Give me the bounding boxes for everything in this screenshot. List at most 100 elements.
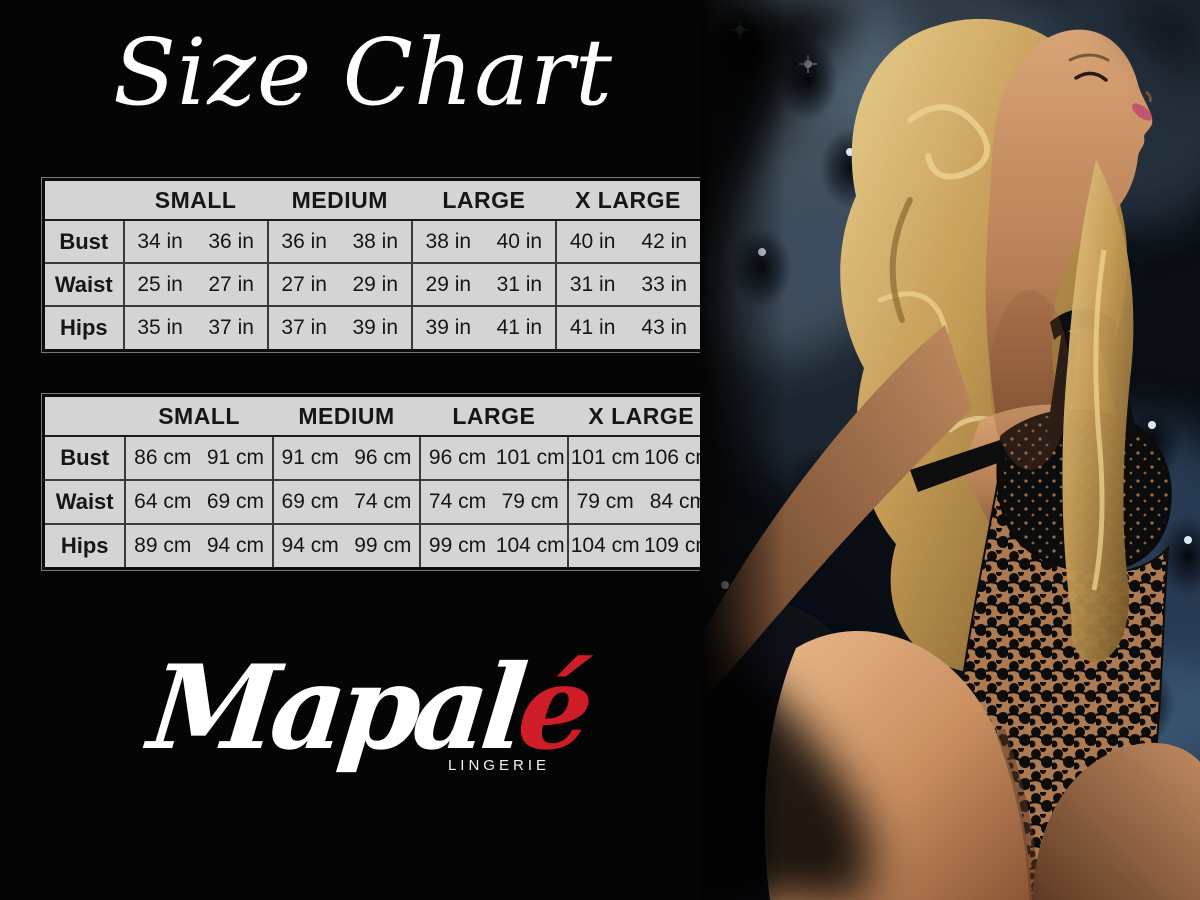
table-row: Hips 89 cm 94 cm 94 cm 99 cm 99 cm 104 cm 104 c… xyxy=(43,522,717,569)
measurement-value: 74 cm xyxy=(428,489,487,513)
measurement-cell: 37 in 39 in xyxy=(266,305,413,351)
table-row: Bust 34 in 36 in 36 in 38 in 38 in 40 in 40 in 4… xyxy=(43,218,702,265)
table-header-row: SMALL MEDIUM LARGE X LARGE xyxy=(43,395,717,437)
measurement-value: 43 in xyxy=(641,316,687,340)
measurement-cell: 79 cm 84 cm xyxy=(566,478,717,525)
measurement-cell: 64 cm 69 cm xyxy=(124,478,274,525)
measurement-cell: 74 cm 79 cm xyxy=(419,478,569,525)
measurement-value: 94 cm xyxy=(281,533,339,557)
measurement-value: 79 cm xyxy=(576,489,634,513)
column-header: X LARGE xyxy=(555,179,702,221)
measurement-value: 31 in xyxy=(496,272,543,296)
measurement-value: 36 in xyxy=(208,229,254,253)
measurement-cell: 36 in 38 in xyxy=(266,218,413,265)
table-header-row: SMALL MEDIUM LARGE X LARGE xyxy=(43,179,702,221)
column-header: MEDIUM xyxy=(272,395,421,437)
corner-cell xyxy=(43,179,124,221)
measurement-value: 36 in xyxy=(281,229,327,253)
measurement-value: 40 in xyxy=(496,229,543,253)
measurement-value: 104 cm xyxy=(570,533,640,557)
table-body: Bust 34 in 36 in 36 in 38 in 38 in 40 in 40 in 4… xyxy=(43,218,702,351)
size-table-centimeters: SMALL MEDIUM LARGE X LARGE Bust 86 cm 91 cm 91… xyxy=(42,394,718,570)
measurement-value: 39 in xyxy=(352,316,399,340)
table-row: Bust 86 cm 91 cm 91 cm 96 cm 96 cm 101 cm 101 c… xyxy=(43,435,717,481)
measurement-value: 104 cm xyxy=(495,533,565,557)
column-header: LARGE xyxy=(411,179,556,221)
brand-tagline: LINGERIE xyxy=(447,757,550,775)
measurement-value: 33 in xyxy=(641,272,687,296)
measurement-value: 37 in xyxy=(281,316,327,340)
measurement-value: 40 in xyxy=(569,229,616,253)
measurement-value: 99 cm xyxy=(354,533,412,557)
measurement-value: 39 in xyxy=(425,316,472,340)
measurement-value: 37 in xyxy=(208,316,254,340)
row-label: Waist xyxy=(43,262,125,308)
measurement-value: 96 cm xyxy=(354,445,412,469)
model-face-neck xyxy=(985,29,1153,446)
measurement-value: 38 in xyxy=(352,229,399,253)
row-label: Waist xyxy=(43,478,127,525)
measurement-value: 74 cm xyxy=(354,489,412,513)
size-table-centimeters-table: SMALL MEDIUM LARGE X LARGE Bust 86 cm 91 cm 91… xyxy=(42,394,718,570)
measurement-value: 27 in xyxy=(281,272,327,296)
measurement-cell: 94 cm 99 cm xyxy=(271,522,422,569)
measurement-value: 94 cm xyxy=(206,533,265,557)
corner-vignettes xyxy=(700,0,1200,900)
lips xyxy=(1131,103,1153,121)
measurement-cell: 104 cm 109 cm xyxy=(566,522,717,569)
nose-line xyxy=(1145,90,1152,103)
face-details xyxy=(990,53,1153,470)
measurement-cell: 40 in 42 in xyxy=(554,218,702,265)
size-table-inches-table: SMALL MEDIUM LARGE X LARGE Bust 34 in 36 in 36… xyxy=(42,178,703,352)
row-label: Hips xyxy=(43,305,125,351)
measurement-cell: 38 in 40 in xyxy=(410,218,557,265)
column-header: SMALL xyxy=(123,179,268,221)
model-photo-illustration xyxy=(610,0,1200,900)
eyebrow xyxy=(1068,53,1110,62)
measurement-value: 27 in xyxy=(208,272,254,296)
measurement-cell: 86 cm 91 cm xyxy=(124,435,274,481)
measurement-value: 64 cm xyxy=(134,489,192,513)
hair-front-highlight xyxy=(1091,249,1107,591)
table-row: Waist 64 cm 69 cm 69 cm 74 cm 74 cm 79 cm 79 cm… xyxy=(43,478,717,525)
measurement-value: 96 cm xyxy=(428,445,487,469)
measurement-value: 79 cm xyxy=(501,489,559,513)
measurement-value: 91 cm xyxy=(206,445,265,469)
column-header: LARGE xyxy=(420,395,568,437)
measurement-value: 31 in xyxy=(569,272,616,296)
measurement-cell: 91 cm 96 cm xyxy=(271,435,422,481)
measurement-value: 41 in xyxy=(569,316,616,340)
measurement-value: 35 in xyxy=(137,316,183,340)
measurement-value: 25 in xyxy=(137,272,183,296)
table-body: Bust 86 cm 91 cm 91 cm 96 cm 96 cm 101 cm 101 c… xyxy=(43,435,717,569)
measurement-cell: 25 in 27 in xyxy=(122,262,269,308)
measurement-value: 106 cm xyxy=(643,445,713,469)
measurement-value: 99 cm xyxy=(428,533,487,557)
table-row: Waist 25 in 27 in 27 in 29 in 29 in 31 in 31 in… xyxy=(43,262,702,308)
measurement-cell: 89 cm 94 cm xyxy=(124,522,274,569)
measurement-cell: 27 in 29 in xyxy=(266,262,413,308)
measurement-value: 109 cm xyxy=(643,533,713,557)
measurement-cell: 96 cm 101 cm xyxy=(419,435,569,481)
leg-shadow-line xyxy=(995,728,1039,900)
measurement-cell: 35 in 37 in xyxy=(122,305,269,351)
model-photo xyxy=(610,0,1200,900)
measurement-cell: 99 cm 104 cm xyxy=(419,522,569,569)
column-header: SMALL xyxy=(125,395,273,437)
measurement-value: 38 in xyxy=(425,229,472,253)
table-row: Hips 35 in 37 in 37 in 39 in 39 in 41 in 41 in 4… xyxy=(43,305,702,351)
brand-logo: Mapalé LINGERIE xyxy=(128,640,608,776)
brand-name-accent: é xyxy=(511,640,594,776)
brand-name: Mapalé xyxy=(121,640,615,776)
measurement-cell: 41 in 43 in xyxy=(554,305,702,351)
measurement-cell: 39 in 41 in xyxy=(410,305,557,351)
measurement-cell: 69 cm 74 cm xyxy=(271,478,422,525)
page-title: Size Chart xyxy=(112,19,614,126)
measurement-value: 29 in xyxy=(352,272,399,296)
measurement-value: 42 in xyxy=(641,229,687,253)
measurement-value: 29 in xyxy=(425,272,472,296)
measurement-value: 41 in xyxy=(496,316,543,340)
corner-cell xyxy=(43,395,126,437)
measurement-cell: 34 in 36 in xyxy=(122,218,269,265)
